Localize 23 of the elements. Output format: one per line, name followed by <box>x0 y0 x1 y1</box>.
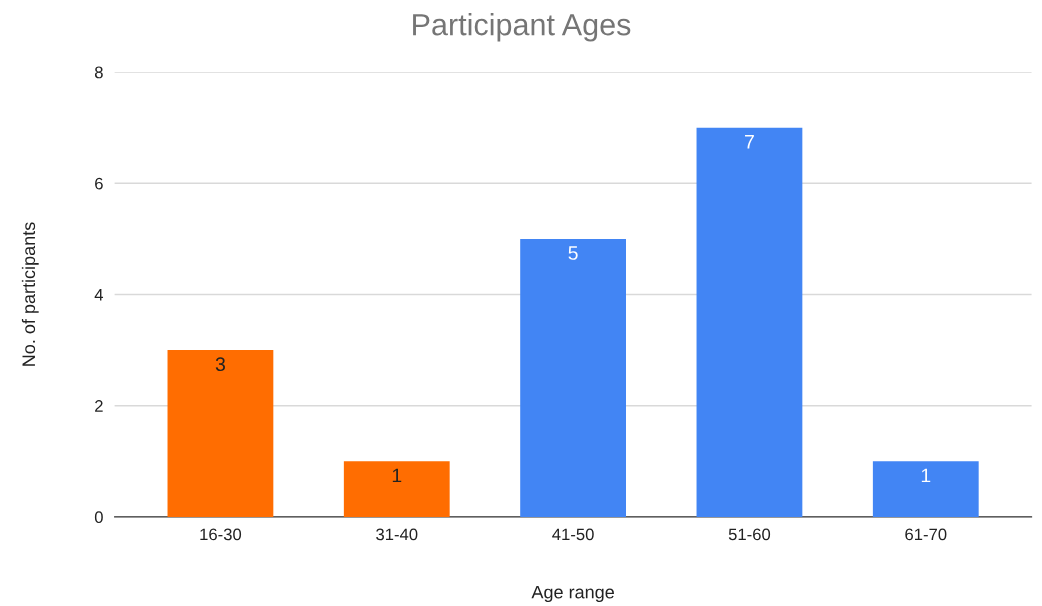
bar <box>343 461 450 517</box>
x-tick-label: 41-50 <box>552 528 594 541</box>
y-tick-label: 6 <box>95 177 103 190</box>
data-label: 3 <box>215 357 225 372</box>
y-tick-label: 8 <box>94 66 103 79</box>
y-axis-title: No. of participants <box>21 222 39 366</box>
chart-title: Participant Ages <box>413 13 631 42</box>
x-tick-label: 31-40 <box>376 528 418 541</box>
data-label: 5 <box>568 246 578 260</box>
x-axis-title: Age range <box>531 585 614 603</box>
y-tick-label: 0 <box>94 511 103 524</box>
y-tick-label: 2 <box>95 400 103 412</box>
data-label: 1 <box>921 468 931 483</box>
x-tick-label: 51-60 <box>728 528 771 541</box>
bar <box>872 461 979 517</box>
data-label: 1 <box>392 468 402 483</box>
bar <box>696 127 803 517</box>
x-tick-label: 61-70 <box>905 528 947 541</box>
x-tick-label: 16-30 <box>200 528 242 541</box>
bar <box>167 350 274 517</box>
data-label: 7 <box>745 135 754 149</box>
bar <box>520 238 626 517</box>
y-tick-label: 4 <box>94 289 104 301</box>
